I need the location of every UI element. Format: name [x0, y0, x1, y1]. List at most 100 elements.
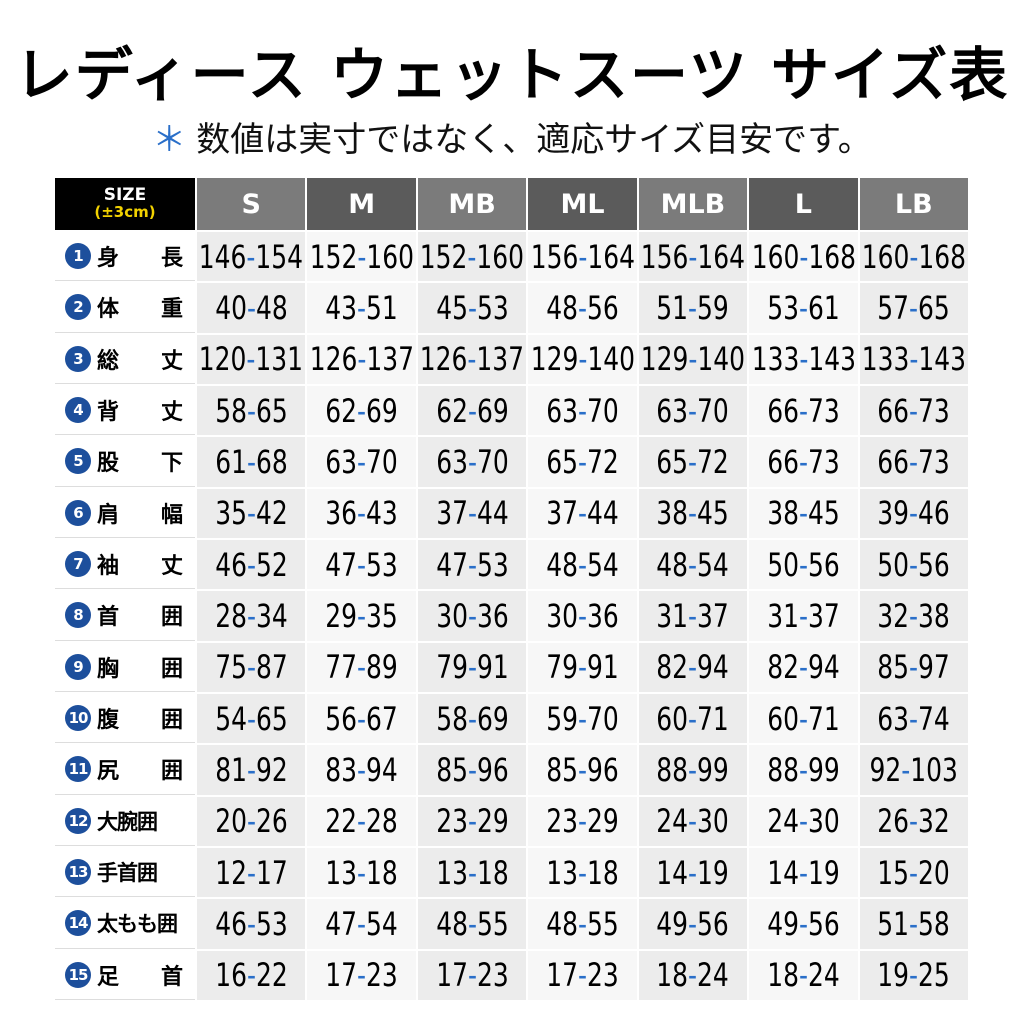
size-value: 56-67 — [307, 693, 416, 744]
size-value: 75-87 — [197, 642, 306, 692]
size-value: 54-65 — [197, 693, 306, 744]
value-text: 17-23 — [325, 956, 398, 995]
row-number: 4 — [65, 397, 91, 424]
size-value: 63-70 — [417, 437, 527, 487]
size-value: 22-28 — [307, 796, 416, 846]
size-value: 45-53 — [417, 283, 527, 333]
value-text: 30-36 — [435, 596, 509, 635]
value-text: 48-55 — [546, 904, 619, 943]
value-text: 54-65 — [214, 699, 288, 738]
value-text: 24-30 — [767, 802, 840, 841]
size-value: 88-99 — [749, 745, 858, 795]
value-text: 13-18 — [435, 853, 509, 892]
size-value: 63-70 — [528, 385, 637, 436]
value-text: 82-94 — [656, 648, 730, 687]
size-value: 66-73 — [749, 385, 858, 436]
value-text: 65-72 — [546, 442, 619, 481]
corner-cell: SIZE (±3cm) — [55, 178, 195, 230]
value-text: 75-87 — [214, 648, 288, 687]
value-text: 31-37 — [767, 596, 840, 635]
value-text: 17-23 — [435, 956, 509, 995]
value-text: 26-32 — [877, 802, 951, 841]
note-text: 数値は実寸ではなく、適応サイズ目安です。 — [196, 120, 872, 160]
size-value: 53-61 — [749, 283, 858, 333]
value-text: 12-17 — [214, 853, 288, 892]
value-text: 23-29 — [435, 802, 509, 841]
label-text: 大腕囲 — [97, 809, 158, 834]
size-value: 28-34 — [197, 591, 306, 641]
value-text: 13-18 — [546, 853, 619, 892]
label-text: 体重 — [97, 297, 183, 323]
size-value: 51-59 — [638, 283, 748, 333]
value-text: 85-96 — [546, 750, 619, 789]
size-value: 48-55 — [528, 899, 637, 949]
value-text: 39-46 — [877, 494, 951, 533]
size-value: 17-23 — [528, 950, 637, 1000]
note: ＊数値は実寸ではなく、適応サイズ目安です。 — [0, 112, 1024, 161]
size-value: 36-43 — [307, 488, 416, 538]
size-value: 51-58 — [859, 899, 968, 949]
size-value: 63-74 — [859, 693, 968, 744]
size-value: 35-42 — [197, 488, 306, 538]
value-text: 50-56 — [767, 545, 840, 584]
size-value: 31-37 — [749, 591, 858, 641]
size-value: 81-92 — [197, 745, 306, 795]
value-text: 40-48 — [214, 288, 288, 327]
size-value: 79-91 — [528, 642, 637, 692]
size-value: 63-70 — [638, 385, 748, 436]
value-text: 14-19 — [767, 853, 840, 892]
size-value: 129-140 — [638, 334, 748, 384]
value-text: 49-56 — [656, 904, 730, 943]
row-label: 11 尻囲 — [55, 745, 195, 795]
size-value: 17-23 — [417, 950, 527, 1000]
size-value: 58-69 — [417, 693, 527, 744]
value-text: 160-168 — [861, 237, 966, 276]
label-text: 腹囲 — [97, 708, 183, 734]
size-value: 133-143 — [859, 334, 968, 384]
size-value: 37-44 — [528, 488, 637, 538]
size-value: 152-160 — [417, 232, 527, 282]
row-number: 6 — [65, 499, 91, 526]
value-text: 152-160 — [419, 237, 525, 276]
row-number: 1 — [65, 243, 91, 270]
value-text: 79-91 — [435, 648, 509, 687]
value-text: 51-59 — [656, 288, 730, 327]
value-text: 38-45 — [767, 494, 840, 533]
label-text: 足首 — [97, 964, 183, 990]
value-text: 133-143 — [751, 340, 856, 379]
row-label: 14 太もも囲 — [55, 899, 195, 949]
value-text: 23-29 — [546, 802, 619, 841]
value-text: 146-154 — [199, 237, 304, 276]
size-value: 160-168 — [859, 232, 968, 282]
value-text: 47-53 — [435, 545, 509, 584]
size-value: 26-32 — [859, 796, 968, 846]
size-value: 156-164 — [638, 232, 748, 282]
size-value: 15-20 — [859, 847, 968, 898]
value-text: 61-68 — [214, 442, 288, 481]
size-value: 19-25 — [859, 950, 968, 1000]
label-text: 太もも囲 — [97, 912, 178, 937]
size-value: 13-18 — [417, 847, 527, 898]
size-value: 79-91 — [417, 642, 527, 692]
value-text: 19-25 — [877, 956, 951, 995]
size-value: 85-97 — [859, 642, 968, 692]
corner-top: SIZE — [103, 185, 147, 206]
value-text: 59-70 — [546, 699, 619, 738]
size-value: 47-53 — [417, 539, 527, 590]
value-text: 45-53 — [435, 288, 509, 327]
value-text: 36-43 — [325, 494, 398, 533]
value-text: 46-53 — [214, 904, 288, 943]
size-value: 120-131 — [197, 334, 306, 384]
value-text: 92-103 — [869, 750, 958, 789]
size-value: 46-52 — [197, 539, 306, 590]
value-text: 18-24 — [656, 956, 730, 995]
row-number: 2 — [65, 294, 91, 321]
value-text: 57-65 — [877, 288, 951, 327]
value-text: 46-52 — [214, 545, 288, 584]
value-text: 28-34 — [214, 596, 288, 635]
size-value: 18-24 — [638, 950, 748, 1000]
size-value: 66-73 — [749, 437, 858, 487]
label-text: 総丈 — [97, 348, 183, 374]
